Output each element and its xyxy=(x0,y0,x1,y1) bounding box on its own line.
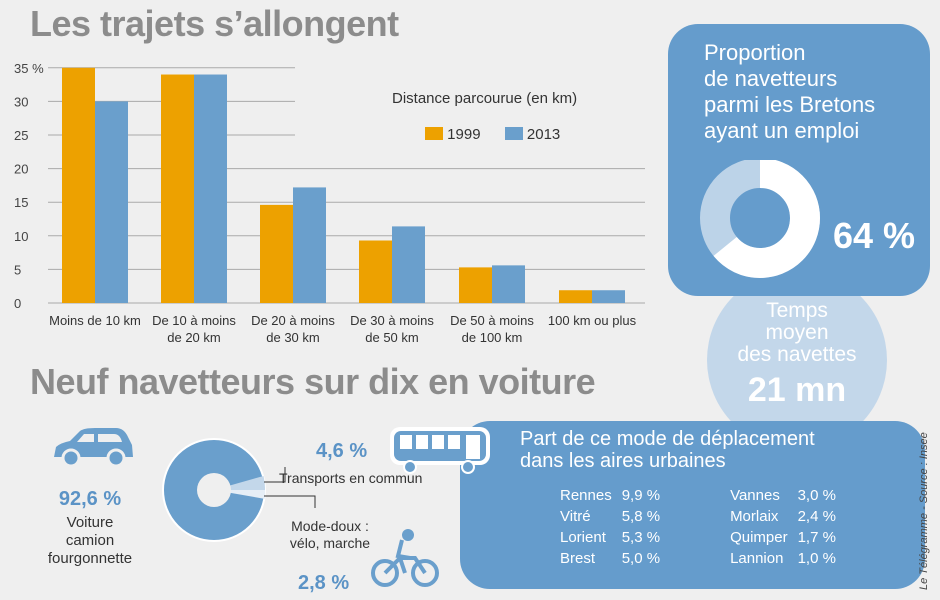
y-tick-label: 5 xyxy=(14,262,21,277)
city-name: Vitré xyxy=(560,508,591,525)
city-name: Morlaix xyxy=(730,508,779,525)
x-tick-label: De 30 à moins de 50 km xyxy=(350,313,434,345)
bar-1999 xyxy=(459,267,492,303)
proportion-line: de navetteurs xyxy=(704,66,838,91)
temps-circle xyxy=(707,270,887,450)
temps-value: 21 mn xyxy=(747,371,847,409)
donut-share xyxy=(700,160,820,278)
doux-line: vélo, marche xyxy=(289,535,371,551)
city-value: 1,0 % xyxy=(797,550,836,567)
city-name: Lannion xyxy=(730,550,784,567)
proportion-line: Proportion xyxy=(704,40,806,65)
y-tick-label: 30 xyxy=(14,94,28,109)
urbain-title: Part de ce mode de déplacement dans les … xyxy=(520,428,815,472)
doux-value: 2,8 % xyxy=(298,572,350,594)
urbain-row: Brest 5,0 % Lannion 1,0 % xyxy=(560,548,846,569)
legend-swatch-1999 xyxy=(425,127,443,140)
bar-1999 xyxy=(359,240,392,303)
voiture-label: 92,6 % Voiture camion fourgonnette xyxy=(40,488,140,568)
bar-1999 xyxy=(559,290,592,303)
legend-title: Distance parcourue (en km) xyxy=(392,90,578,107)
bicycle-icon xyxy=(371,529,439,587)
bar-2013 xyxy=(194,74,227,303)
bar-chart: 0 5 10 15 20 25 30 35 % xyxy=(14,61,645,310)
legend-label-2013: 2013 xyxy=(526,126,561,143)
y-tick-label: 20 xyxy=(14,162,28,177)
city-name: Brest xyxy=(560,550,596,567)
bar-1999 xyxy=(260,204,293,303)
city-name: Quimper xyxy=(730,529,788,546)
proportion-value: 64 % xyxy=(833,215,916,256)
bar-1999 xyxy=(161,74,194,303)
urbain-row: Rennes 9,9 % Vannes 3,0 % xyxy=(560,485,846,506)
city-value: 5,8 % xyxy=(621,508,661,525)
y-tick-label: 25 xyxy=(14,128,28,143)
section-title: Neuf navetteurs sur dix en voiture xyxy=(30,361,596,402)
voiture-line: camion xyxy=(65,532,115,549)
urbain-title-line: Part de ce mode de déplacement xyxy=(520,428,815,450)
x-tick-label: De 10 à moins de 20 km xyxy=(152,313,236,345)
city-value: 9,9 % xyxy=(621,487,661,504)
city-name: Vannes xyxy=(730,487,780,504)
temps-line: des navettes xyxy=(737,343,857,366)
city-value: 3,0 % xyxy=(797,487,836,504)
city-value: 1,7 % xyxy=(797,529,836,546)
y-tick-label: 35 % xyxy=(14,61,44,76)
bar-2013 xyxy=(95,101,128,304)
city-value: 2,4 % xyxy=(797,508,836,525)
bar-2013 xyxy=(392,226,425,303)
proportion-title: Proportion de navetteurs parmi les Breto… xyxy=(704,40,875,144)
credit: Le Télégramme - Source : Insee xyxy=(918,432,930,590)
x-tick-label: De 50 à moins de 100 km xyxy=(450,313,534,345)
urbain-title-line: dans les aires urbaines xyxy=(520,450,726,472)
temps-line: moyen xyxy=(765,321,829,344)
urbain-box xyxy=(460,421,925,589)
urbain-table: Rennes 9,9 % Vannes 3,0 % Vitré 5,8 % Morlaix 2… xyxy=(560,485,846,569)
x-tick-label: De 20 à moins de 30 km xyxy=(251,313,335,345)
legend: 1999 2013 xyxy=(425,126,560,144)
x-tick-label: 100 km ou plus xyxy=(547,313,637,328)
urbain-row: Lorient 5,3 % Quimper 1,7 % xyxy=(560,527,846,548)
transports-label: Transports en commun xyxy=(279,470,423,486)
bar-2013 xyxy=(592,290,625,303)
doux-label: Mode-doux : vélo, marche xyxy=(280,518,380,552)
city-name: Lorient xyxy=(560,529,606,546)
bar-2013 xyxy=(492,265,525,303)
voiture-line: Voiture xyxy=(66,514,114,531)
legend-swatch-2013 xyxy=(504,127,523,140)
bar-2013 xyxy=(293,187,326,303)
y-tick-label: 0 xyxy=(14,296,21,310)
urbain-row: Vitré 5,8 % Morlaix 2,4 % xyxy=(560,506,846,527)
voiture-value: 92,6 % xyxy=(58,488,122,510)
proportion-donut xyxy=(700,160,820,278)
bus-icon xyxy=(390,427,490,474)
doux-line: Mode-doux : xyxy=(291,518,369,534)
proportion-line: ayant un emploi xyxy=(704,118,860,143)
y-tick-label: 15 xyxy=(14,195,28,210)
y-tick-label: 10 xyxy=(14,229,28,244)
bar-1999 xyxy=(62,67,95,303)
chart-title: Les trajets s’allongent xyxy=(30,3,399,44)
temps-label: Temps moyen des navettes 21 mn xyxy=(707,299,887,409)
x-tick-label: Moins de 10 km xyxy=(49,313,141,328)
city-name: Rennes xyxy=(560,487,612,504)
city-value: 5,0 % xyxy=(621,550,661,567)
car-icon xyxy=(54,428,133,468)
legend-label-1999: 1999 xyxy=(447,126,481,143)
modes-pie xyxy=(162,438,316,542)
city-value: 5,3 % xyxy=(621,529,661,546)
proportion-line: parmi les Bretons xyxy=(704,92,876,117)
transports-value: 4,6 % xyxy=(316,440,368,462)
voiture-line: fourgonnette xyxy=(47,550,133,567)
temps-line: Temps xyxy=(766,299,828,322)
